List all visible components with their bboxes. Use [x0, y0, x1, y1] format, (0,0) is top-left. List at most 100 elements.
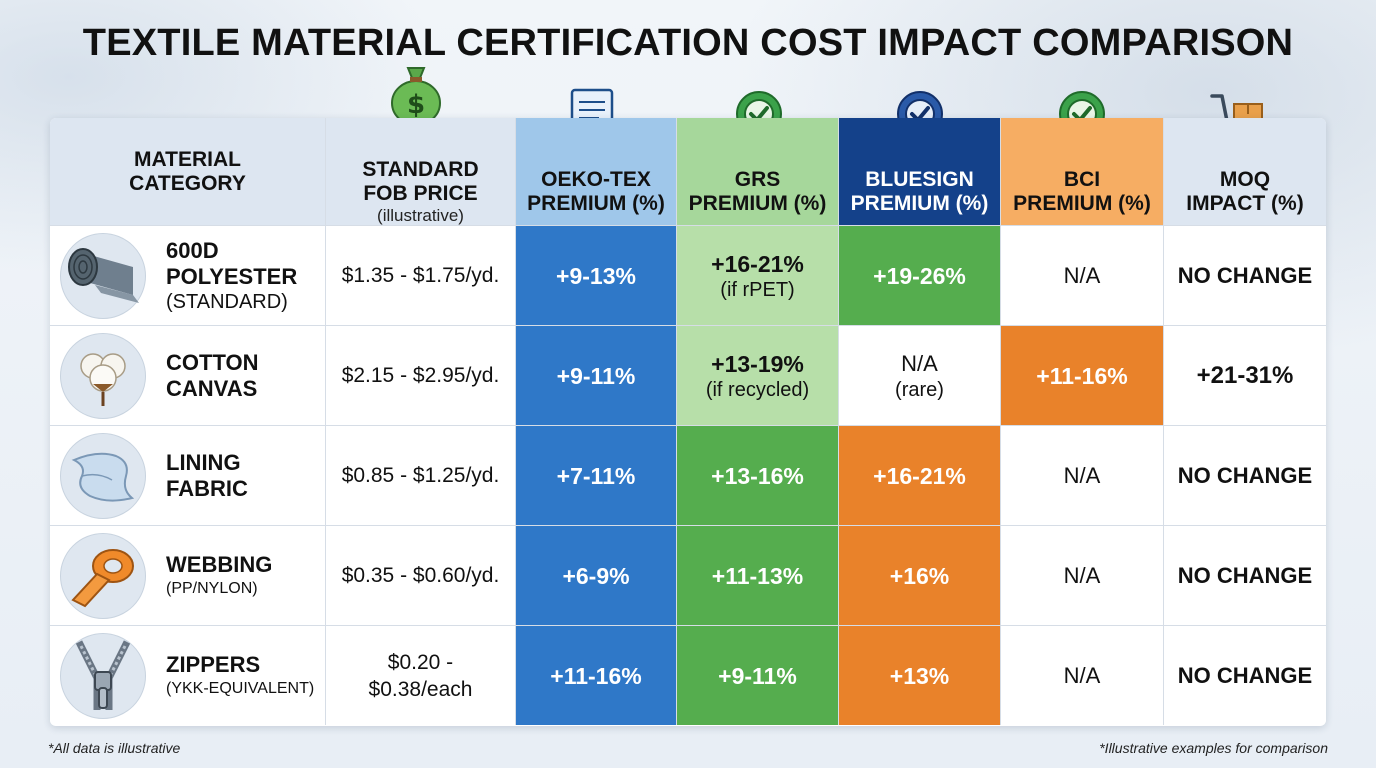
moq-value: NO CHANGE — [1177, 662, 1313, 688]
header-grs-line2: PREMIUM (%) — [688, 191, 827, 215]
header-moq-line2: IMPACT (%) — [1186, 191, 1304, 215]
grs-value: +9-11% — [718, 662, 797, 689]
moq-value: NO CHANGE — [1177, 462, 1313, 488]
header-category: MATERIAL CATEGORY — [50, 118, 326, 225]
category-cell: COTTON CANVAS — [50, 326, 326, 425]
grs-cell: +13-19% (if recycled) — [677, 326, 839, 425]
header-grs: GRS PREMIUM (%) — [677, 118, 839, 225]
oeko-value: +11-16% — [550, 662, 642, 689]
category-cell: LINING FABRIC — [50, 426, 326, 525]
zipper-icon — [60, 632, 146, 719]
oeko-value: +9-11% — [556, 362, 636, 389]
header-bci-line2: PREMIUM (%) — [1013, 191, 1151, 215]
lining-fabric-icon — [60, 432, 146, 519]
bci-cell: N/A — [1001, 626, 1164, 725]
header-fob-sub: (illustrative) — [377, 205, 464, 225]
header-oeko-line1: OEKO-TEX — [541, 167, 651, 191]
fob-value: $0.85 - $1.25/yd. — [341, 464, 500, 487]
oeko-cell: +11-16% — [516, 626, 677, 725]
money-bag-icon: $ — [391, 67, 441, 126]
bluesign-cell: +19-26% — [839, 226, 1001, 325]
header-grs-line1: GRS — [734, 167, 781, 191]
fob-cell: $0.85 - $1.25/yd. — [326, 426, 516, 525]
moq-value: NO CHANGE — [1177, 562, 1313, 588]
bluesign-value: +16% — [889, 562, 950, 589]
bci-value: N/A — [1063, 462, 1101, 488]
header-bluesign-line1: BLUESIGN — [865, 167, 974, 191]
fob-cell: $0.35 - $0.60/yd. — [326, 526, 516, 625]
category-name-line1: WEBBING — [166, 551, 273, 577]
table-row: LINING FABRIC $0.85 - $1.25/yd. +7-11% +… — [50, 425, 1326, 525]
footnote-right: *Illustrative examples for comparison — [1099, 740, 1328, 756]
bci-value: +11-16% — [1036, 362, 1128, 389]
header-bluesign-line2: PREMIUM (%) — [850, 191, 989, 215]
category-cell: 600D POLYESTER (STANDARD) — [50, 226, 326, 325]
category-name-line1: 600D — [166, 237, 219, 263]
bci-value: N/A — [1063, 662, 1101, 688]
category-name-line1: ZIPPERS — [166, 651, 261, 677]
category-cell: WEBBING (PP/NYLON) — [50, 526, 326, 625]
fob-cell: $2.15 - $2.95/yd. — [326, 326, 516, 425]
comparison-table: MATERIAL CATEGORY STANDARD FOB PRICE (il… — [50, 118, 1326, 726]
fob-cell: $0.20 - $0.38/each — [326, 626, 516, 725]
header-moq: MOQ IMPACT (%) — [1164, 118, 1326, 225]
table-row: WEBBING (PP/NYLON) $0.35 - $0.60/yd. +6-… — [50, 525, 1326, 625]
fob-value: $0.35 - $0.60/yd. — [341, 564, 500, 587]
category-name-line1: LINING — [166, 449, 241, 475]
bluesign-cell: +16% — [839, 526, 1001, 625]
oeko-value: +7-11% — [556, 462, 636, 489]
fob-value-line1: $0.20 - — [387, 650, 454, 674]
moq-cell: +21-31% — [1164, 326, 1326, 425]
cotton-boll-icon — [60, 332, 146, 419]
header-bci-line1: BCI — [1063, 167, 1101, 191]
table-row: 600D POLYESTER (STANDARD) $1.35 - $1.75/… — [50, 225, 1326, 325]
header-moq-line1: MOQ — [1219, 167, 1271, 191]
bci-value: N/A — [1063, 562, 1101, 588]
oeko-value: +9-13% — [556, 262, 636, 289]
bci-cell: N/A — [1001, 526, 1164, 625]
header-category-line1: MATERIAL — [134, 147, 241, 171]
header-fob: STANDARD FOB PRICE (illustrative) — [326, 118, 516, 225]
oeko-cell: +9-13% — [516, 226, 677, 325]
bci-cell: N/A — [1001, 226, 1164, 325]
footnote-left: *All data is illustrative — [48, 740, 181, 756]
header-bluesign: BLUESIGN PREMIUM (%) — [839, 118, 1001, 225]
bluesign-value: N/A — [901, 350, 938, 376]
category-name-line2: FABRIC — [166, 475, 248, 501]
header-fob-line1: STANDARD — [362, 157, 479, 181]
header-category-line2: CATEGORY — [129, 171, 246, 195]
category-sub: (STANDARD) — [166, 290, 288, 313]
category-sub: (PP/NYLON) — [166, 579, 258, 597]
category-cell: ZIPPERS (YKK-EQUIVALENT) — [50, 626, 326, 725]
bci-value: N/A — [1063, 262, 1101, 288]
grs-cell: +13-16% — [677, 426, 839, 525]
webbing-roll-icon — [60, 532, 146, 619]
category-sub: (YKK-EQUIVALENT) — [166, 679, 315, 697]
oeko-cell: +6-9% — [516, 526, 677, 625]
moq-cell: NO CHANGE — [1164, 426, 1326, 525]
moq-value: NO CHANGE — [1177, 262, 1313, 288]
grs-value: +13-16% — [711, 462, 804, 489]
bci-cell: +11-16% — [1001, 326, 1164, 425]
oeko-cell: +7-11% — [516, 426, 677, 525]
grs-value: +11-13% — [711, 562, 804, 589]
fob-cell: $1.35 - $1.75/yd. — [326, 226, 516, 325]
oeko-value: +6-9% — [562, 562, 630, 589]
bluesign-sub: (rare) — [895, 378, 944, 401]
header-fob-line2: FOB PRICE — [363, 181, 478, 205]
grs-value: +13-19% — [711, 350, 804, 377]
fob-value: $2.15 - $2.95/yd. — [341, 364, 500, 387]
oeko-cell: +9-11% — [516, 326, 677, 425]
grs-value: +16-21% — [711, 250, 804, 277]
fob-value-line2: $0.38/each — [368, 677, 473, 701]
moq-cell: NO CHANGE — [1164, 226, 1326, 325]
moq-cell: NO CHANGE — [1164, 526, 1326, 625]
category-name-line1: COTTON — [166, 349, 259, 375]
bluesign-value: +16-21% — [873, 462, 966, 489]
moq-value: +21-31% — [1196, 361, 1294, 389]
bluesign-cell: +13% — [839, 626, 1001, 725]
category-name-line2: POLYESTER — [166, 263, 298, 289]
bluesign-cell: N/A (rare) — [839, 326, 1001, 425]
moq-cell: NO CHANGE — [1164, 626, 1326, 725]
page-title: TEXTILE MATERIAL CERTIFICATION COST IMPA… — [82, 22, 1294, 64]
